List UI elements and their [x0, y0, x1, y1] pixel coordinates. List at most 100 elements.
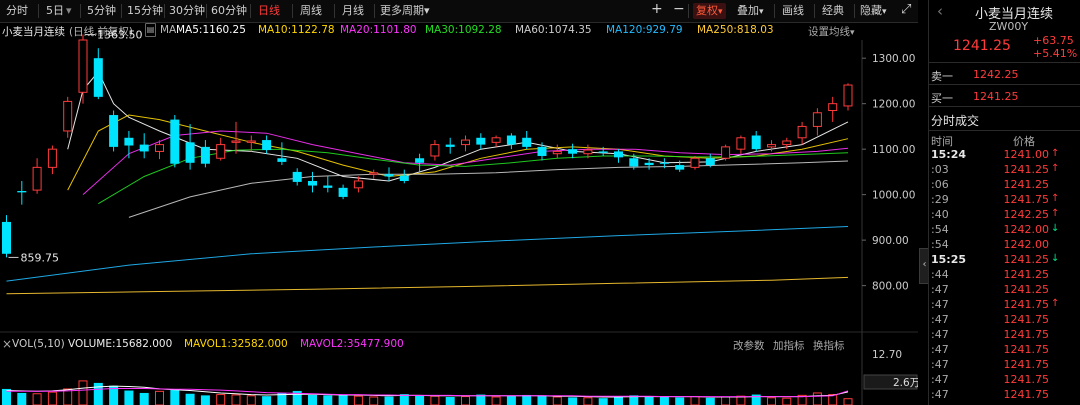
adjust-rights-button[interactable]: 复权▾ [693, 3, 726, 19]
trade-time: :03 [931, 163, 949, 176]
period-button-minute[interactable]: 分时 [6, 4, 28, 17]
ma20-line [82, 130, 849, 195]
arrow-up-icon: ↑ [1051, 208, 1060, 219]
arrow-down-icon: ↓ [1051, 253, 1060, 264]
instrument-name: 小麦当月连续 [975, 7, 1054, 22]
period-button-60min[interactable]: 60分钟 [211, 4, 247, 17]
trade-price: 1241.75 [1003, 373, 1050, 386]
more-periods-button[interactable]: 更多周期▾ [380, 3, 430, 19]
trade-row: :03 1241.25 ↑ [929, 163, 1080, 178]
candle-body [675, 165, 685, 170]
price-tick-label: 800.00 [872, 281, 909, 293]
vol-tick-current: 2.6万 [893, 377, 918, 389]
divider [929, 62, 1080, 63]
trade-time: :29 [931, 193, 949, 206]
price-tick-label: 900.00 [872, 235, 909, 247]
volume-bar [782, 397, 792, 405]
col-time-header: 时间 [931, 135, 953, 148]
candle-body [522, 137, 532, 147]
toolbar-divider [774, 4, 775, 18]
period-button-daily[interactable]: 日线 [258, 4, 280, 17]
divider [929, 84, 1080, 85]
volume-bar [384, 396, 394, 405]
col-price-header: 价格 [1013, 135, 1035, 148]
toolbar-divider [814, 4, 815, 18]
zoom-out-icon[interactable]: − [673, 1, 685, 17]
price-tick-label: 1200.00 [872, 99, 915, 111]
classic-button[interactable]: 经典 [822, 4, 844, 17]
chevron-left-icon[interactable]: ‹ [937, 2, 943, 20]
period-button-5min[interactable]: 5分钟 [87, 4, 116, 17]
volume-bar [506, 395, 516, 405]
period-button-30min[interactable]: 30分钟 [169, 4, 205, 17]
price-tick-label: 1000.00 [872, 190, 915, 202]
volume-bar [614, 396, 623, 405]
expand-icon[interactable]: ⤢ [901, 2, 912, 17]
ma250-line [6, 276, 849, 295]
volume-bar [246, 395, 256, 405]
candle-body [323, 185, 333, 188]
trade-row: :54 1242.00 ↓ [929, 223, 1080, 238]
trade-row: :47 1241.25 [929, 283, 1080, 298]
ma60-line [128, 160, 849, 218]
volume-close-icon[interactable]: × [2, 337, 13, 351]
draw-line-button[interactable]: 画线 [782, 4, 804, 17]
trade-time: :06 [931, 178, 949, 191]
ma250-value: MA250:818.03 [697, 24, 774, 36]
trades-list[interactable]: 15:24 1241.00 ↑:03 1241.25 ↑:06 1241.25:29 124… [929, 148, 1080, 405]
divider [929, 106, 1080, 107]
toolbar-divider [80, 4, 81, 18]
divider [929, 130, 1080, 131]
volume-bar [170, 389, 180, 405]
volume-bar [445, 396, 455, 405]
volume-bar [124, 390, 134, 405]
instrument-code: ZW00Y [989, 20, 1029, 33]
trade-row: :47 1241.75 [929, 328, 1080, 343]
add-indicator-button[interactable]: 加指标 [773, 340, 805, 352]
candlestick-chart[interactable]: 1300.00 1200.00 1100.00 1000.00 900.00 800.00… [0, 0, 918, 405]
period-button-15min[interactable]: 15分钟 [127, 4, 163, 17]
zoom-in-icon[interactable]: + [651, 1, 663, 17]
ma120-value: MA120:929.79 [606, 24, 683, 36]
volume-bar [843, 398, 853, 405]
candle-body [476, 137, 486, 145]
volume-bar [629, 395, 639, 405]
volume-bar [353, 395, 363, 405]
period-button-weekly[interactable]: 周线 [300, 4, 322, 17]
volume-bar [262, 396, 272, 405]
trade-price: 1241.25 [1003, 268, 1050, 281]
edit-params-button[interactable]: 改参数 [733, 340, 765, 352]
period-button-monthly[interactable]: 月线 [342, 4, 364, 17]
trade-price: 1241.75 [1003, 313, 1050, 326]
volume-bar [200, 395, 210, 405]
trade-price: 1241.25 [1003, 163, 1050, 176]
chevron-down-icon: ▾ [850, 28, 855, 38]
ma30-line [98, 148, 849, 205]
volume-bar [598, 398, 608, 405]
ask-price: 1242.25 [973, 68, 1019, 81]
trade-row: :40 1242.25 ↑ [929, 208, 1080, 223]
overlay-button[interactable]: 叠加▾ [737, 3, 764, 19]
ma-lines [6, 70, 849, 295]
switch-indicator-button[interactable]: 换指标 [813, 340, 845, 352]
trade-price: 1242.25 [1003, 208, 1050, 221]
volume-bar [17, 392, 27, 405]
set-ma-button[interactable]: 设置均线▾ [808, 24, 855, 39]
quote-panel: ‹ 小麦当月连续 ZW00Y 1241.25 +63.75 +5.41% 卖一 … [928, 0, 1080, 405]
candle-body [216, 144, 226, 159]
trade-price: 1241.75 [1003, 298, 1050, 311]
trades-title: 分时成交 [931, 114, 980, 128]
ask-label: 卖一 [931, 70, 953, 83]
volume-bar [476, 394, 486, 405]
volume-bar [812, 392, 822, 405]
arrow-up-icon: ↑ [1051, 163, 1060, 174]
chevron-down-icon[interactable]: ▾ [66, 4, 72, 17]
volume-bar [583, 397, 593, 405]
trade-time: :47 [931, 283, 949, 296]
arrow-down-icon: ↓ [1051, 223, 1060, 234]
hide-button[interactable]: 隐藏▾ [860, 3, 887, 19]
period-button-5day[interactable]: 5日 [46, 4, 64, 17]
trade-price: 1242.00 [1003, 223, 1050, 236]
mavol2-line [6, 388, 849, 398]
doc-icon[interactable]: ▤ [145, 23, 156, 37]
